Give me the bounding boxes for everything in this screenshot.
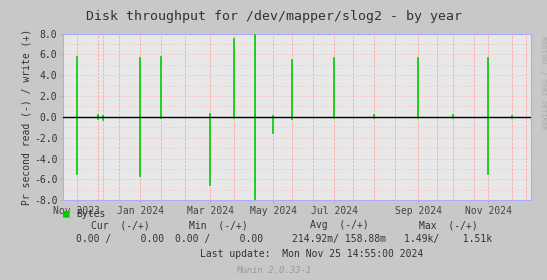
Text: Min  (-/+): Min (-/+) xyxy=(189,220,248,230)
Y-axis label: Pr second read (-) / write (+): Pr second read (-) / write (+) xyxy=(21,29,31,205)
Text: Max  (-/+): Max (-/+) xyxy=(419,220,478,230)
Text: Avg  (-/+): Avg (-/+) xyxy=(310,220,369,230)
Text: Bytes: Bytes xyxy=(77,209,106,219)
Text: RRDTOOL / TOBI OETIKER: RRDTOOL / TOBI OETIKER xyxy=(540,36,546,130)
Text: 0.00 /     0.00: 0.00 / 0.00 xyxy=(174,234,263,244)
Text: 1.49k/    1.51k: 1.49k/ 1.51k xyxy=(404,234,493,244)
Text: Cur  (-/+): Cur (-/+) xyxy=(91,220,150,230)
Text: Last update:  Mon Nov 25 14:55:00 2024: Last update: Mon Nov 25 14:55:00 2024 xyxy=(200,249,423,259)
Text: Disk throughput for /dev/mapper/slog2 - by year: Disk throughput for /dev/mapper/slog2 - … xyxy=(85,10,462,23)
Text: 0.00 /     0.00: 0.00 / 0.00 xyxy=(76,234,165,244)
Text: Munin 2.0.33-1: Munin 2.0.33-1 xyxy=(236,266,311,275)
Text: ■: ■ xyxy=(63,209,69,219)
Text: 214.92m/ 158.88m: 214.92m/ 158.88m xyxy=(292,234,386,244)
